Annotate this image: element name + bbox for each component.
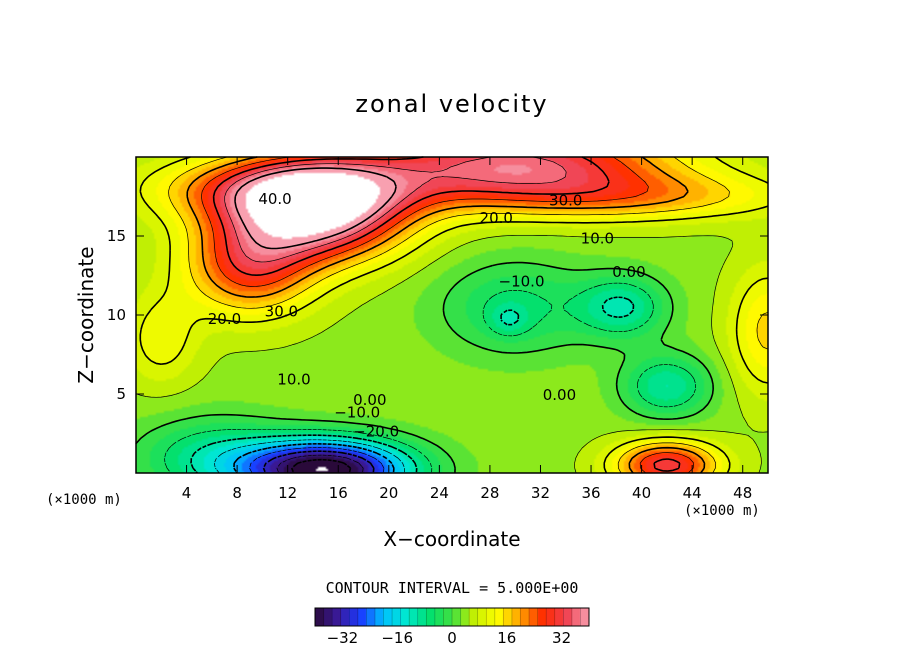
contour-label: 10.0 bbox=[581, 230, 614, 248]
contour-line-neg30 bbox=[262, 450, 375, 474]
contour-label: 10.0 bbox=[277, 370, 310, 388]
contour-line-neg35 bbox=[276, 454, 364, 474]
contour-line-5 bbox=[135, 234, 769, 474]
contour-label: 40.0 bbox=[258, 190, 291, 208]
y-axis-ticks: 5 10 15 bbox=[107, 227, 768, 403]
x-tick-label: 44 bbox=[683, 484, 702, 502]
contour-line-neg25 bbox=[249, 447, 385, 474]
contour-interval-label: CONTOUR INTERVAL = 5.000E+00 bbox=[326, 579, 579, 597]
x-tick-label: 4 bbox=[182, 484, 192, 502]
contour-line-25 bbox=[201, 156, 694, 474]
contour-label: 30.0 bbox=[265, 302, 298, 320]
contour-lines bbox=[135, 156, 769, 474]
contour-label: 20.0 bbox=[208, 310, 241, 328]
x-tick-label: 36 bbox=[581, 484, 600, 502]
chart-title: zonal velocity bbox=[355, 90, 548, 118]
colorbar-tick-label: 16 bbox=[497, 629, 516, 647]
contour-line-35 bbox=[224, 156, 567, 263]
contour-line-neg15 bbox=[213, 439, 405, 474]
y-tick-label: 15 bbox=[107, 227, 126, 245]
x-axis-title: X−coordinate bbox=[383, 527, 520, 551]
contour-line-neg40 bbox=[290, 458, 352, 474]
contour-line-10 bbox=[139, 156, 769, 474]
contour-label: 0.00 bbox=[353, 391, 386, 409]
contour-label: 0.00 bbox=[543, 386, 576, 404]
x-tick-label: 20 bbox=[379, 484, 398, 502]
x-tick-label: 40 bbox=[632, 484, 651, 502]
colorbar-tick-label: −32 bbox=[327, 629, 359, 647]
x-unit-label: (×1000 m) bbox=[684, 503, 760, 519]
colorbar-frame bbox=[314, 607, 590, 627]
contour-line-30 bbox=[212, 156, 681, 472]
heatmap-field bbox=[136, 157, 768, 473]
x-tick-label: 28 bbox=[480, 484, 499, 502]
colorbar-tick-label: −16 bbox=[381, 629, 413, 647]
contour-label: −10.0 bbox=[334, 403, 380, 421]
x-tick-label: 16 bbox=[329, 484, 348, 502]
contour-label: 0.00 bbox=[612, 263, 645, 281]
contour-line-15 bbox=[168, 156, 769, 474]
colorbar: −32 −16 0 16 32 bbox=[314, 607, 590, 647]
y-tick-label: 10 bbox=[107, 306, 126, 324]
y-tick-label: 5 bbox=[116, 385, 126, 403]
contour-line-neg20 bbox=[233, 443, 395, 474]
colorbar-gradient bbox=[315, 608, 589, 626]
contour-line-neg5 bbox=[164, 282, 696, 474]
contour-label: 20.0 bbox=[480, 209, 513, 227]
contour-label: −20.0 bbox=[353, 422, 399, 440]
contour-line-20 bbox=[186, 156, 706, 474]
x-tick-label: 8 bbox=[232, 484, 242, 502]
contour-label: 30.0 bbox=[549, 192, 582, 210]
y-axis-title: Z−coordinate bbox=[74, 246, 98, 383]
contour-label: −10.0 bbox=[499, 272, 545, 290]
x-tick-label: 24 bbox=[430, 484, 449, 502]
colorbar-tick-label: 0 bbox=[447, 629, 457, 647]
x-tick-label: 48 bbox=[733, 484, 752, 502]
y-unit-label: (×1000 m) bbox=[46, 492, 122, 508]
contour-line-0 bbox=[135, 261, 714, 474]
contour-line-40 bbox=[234, 167, 397, 250]
colorbar-ticks: −32 −16 0 16 32 bbox=[314, 608, 590, 647]
colorbar-tick-label: 32 bbox=[552, 629, 571, 647]
contour-labels: 40.030.020.010.00.00−10.0−20.020.030.010… bbox=[208, 190, 646, 440]
x-tick-label: 12 bbox=[278, 484, 297, 502]
contour-line-neg10 bbox=[190, 296, 635, 474]
x-tick-label: 32 bbox=[531, 484, 550, 502]
x-axis-ticks: 4 8 12 16 20 24 28 32 36 40 44 48 bbox=[182, 157, 752, 502]
